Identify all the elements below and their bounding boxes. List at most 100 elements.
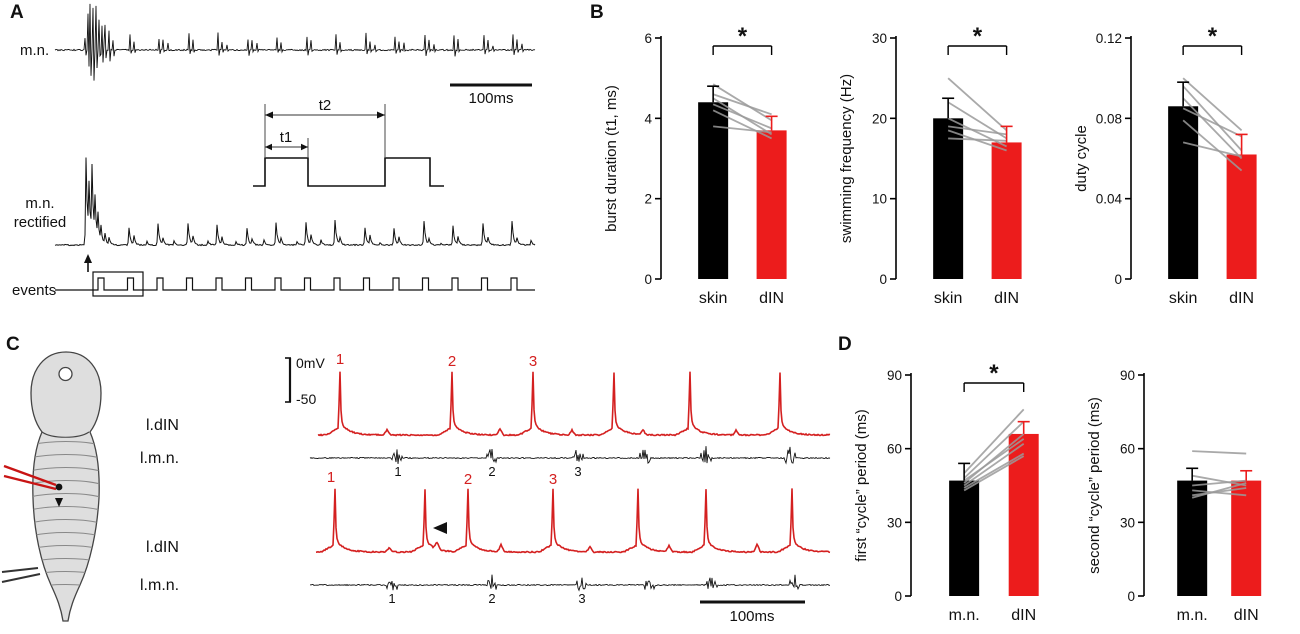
voltage-scale-minus50: -50 bbox=[296, 391, 316, 407]
bar-m.n. bbox=[949, 480, 980, 596]
paired-data-line bbox=[1182, 77, 1243, 132]
y-axis-label: first “cycle” period (ms) bbox=[853, 409, 870, 562]
chart-burst-duration: 0 2 4 6 burst duration (t1, ms) skin dIN * bbox=[603, 23, 787, 307]
tadpole-schematic bbox=[1, 351, 102, 622]
chart-swimming-frequency: 0 10 20 30 swimming frequency (Hz) skin dIN * bbox=[838, 23, 1022, 307]
burst-number: 3 bbox=[578, 591, 585, 606]
paired-data-line bbox=[712, 103, 772, 130]
paired-data-line bbox=[1182, 119, 1243, 172]
paired-data-line bbox=[1192, 487, 1247, 497]
paired-data-line bbox=[1192, 489, 1247, 497]
head-circle bbox=[58, 366, 73, 382]
spike-number: 1 bbox=[327, 469, 335, 486]
y-tick-label: 90 bbox=[887, 368, 902, 383]
ldin-label-1: l.dIN bbox=[146, 417, 179, 434]
din-electrode-icon bbox=[3, 464, 57, 487]
voltage-scale-0mv: 0mV bbox=[296, 355, 325, 371]
lmn-trace-2 bbox=[309, 574, 830, 592]
paired-data-line bbox=[1192, 450, 1247, 455]
paired-data-line bbox=[1182, 141, 1242, 158]
paired-data-line bbox=[1192, 474, 1247, 487]
paired-data-line bbox=[947, 117, 1007, 148]
paired-data-line bbox=[712, 83, 773, 122]
ldin-trace-2 bbox=[315, 488, 831, 554]
paired-data-line bbox=[1182, 97, 1243, 160]
panel-c-traces: 0mV -50 l.dIN l.m.n. l.dIN l.m.n. 1 2 3 … bbox=[1, 351, 831, 625]
y-tick-label: 0 bbox=[879, 272, 887, 287]
bar-skin bbox=[698, 102, 729, 280]
y-tick-label: 0.12 bbox=[1096, 31, 1122, 46]
rectified-label-line1: m.n. bbox=[25, 195, 54, 212]
bar-dIN bbox=[1226, 154, 1257, 279]
x-category-label: m.n. bbox=[949, 607, 980, 624]
paired-data-line bbox=[963, 455, 1025, 492]
chart-duty-cycle: 0 0.04 0.08 0.12 duty cycle skin dIN * bbox=[1073, 23, 1257, 307]
y-tick-label: 30 bbox=[887, 515, 902, 530]
y-tick-label: 60 bbox=[1120, 442, 1135, 457]
sig-asterisk: * bbox=[973, 23, 983, 50]
paired-data-line bbox=[963, 433, 1025, 484]
y-axis-label: burst duration (t1, ms) bbox=[603, 85, 620, 232]
recording-site-dot bbox=[55, 483, 63, 491]
paired-data-line bbox=[963, 443, 1025, 487]
down-arrowhead-icon bbox=[55, 498, 63, 507]
spike-number: 2 bbox=[448, 353, 456, 370]
lmn-label-2: l.m.n. bbox=[140, 577, 179, 594]
spike-number: 3 bbox=[529, 353, 537, 370]
sig-asterisk: * bbox=[989, 360, 999, 387]
y-tick-label: 60 bbox=[887, 442, 902, 457]
burst-number: 1 bbox=[394, 464, 401, 479]
burst-number: 2 bbox=[488, 464, 495, 479]
mn-raw-trace bbox=[54, 3, 536, 81]
x-category-label: skin bbox=[699, 290, 727, 307]
scalebar-a-label: 100ms bbox=[468, 90, 513, 107]
y-tick-label: 90 bbox=[1120, 368, 1135, 383]
y-tick-label: 2 bbox=[644, 192, 652, 207]
paired-data-line bbox=[963, 438, 1025, 482]
y-tick-label: 0 bbox=[644, 272, 652, 287]
events-trace bbox=[55, 277, 535, 291]
burst-number: 3 bbox=[574, 464, 581, 479]
paired-data-line bbox=[948, 137, 1007, 142]
paired-data-line bbox=[1182, 107, 1242, 138]
spike-number: 2 bbox=[464, 471, 472, 488]
timing-inset: t2 t1 bbox=[253, 97, 444, 187]
head-boundary bbox=[41, 431, 90, 438]
bar-skin bbox=[933, 118, 964, 279]
bar-dIN bbox=[1231, 480, 1262, 596]
y-tick-label: 10 bbox=[872, 192, 887, 207]
extra-spike-arrowhead-icon bbox=[433, 522, 447, 534]
bar-dIN bbox=[991, 142, 1022, 279]
y-axis-label: swimming frequency (Hz) bbox=[838, 74, 855, 243]
x-category-label: dIN bbox=[1011, 607, 1036, 624]
lmn-trace-1 bbox=[309, 446, 831, 465]
spike-number: 1 bbox=[336, 351, 344, 368]
paired-data-line bbox=[713, 125, 772, 134]
sig-asterisk: * bbox=[738, 23, 748, 50]
ldin-trace-1 bbox=[317, 371, 831, 437]
bar-dIN bbox=[756, 130, 787, 279]
burst-up-arrowhead bbox=[84, 254, 92, 263]
din-electrode-icon bbox=[3, 474, 57, 491]
paired-data-line bbox=[1191, 482, 1247, 499]
x-category-label: dIN bbox=[994, 290, 1019, 307]
y-tick-label: 0.08 bbox=[1096, 111, 1122, 126]
paired-data-line bbox=[1192, 479, 1247, 487]
panel-label-a: A bbox=[10, 2, 24, 23]
x-category-label: m.n. bbox=[1177, 607, 1208, 624]
panel-label-c: C bbox=[6, 334, 20, 355]
x-category-label: skin bbox=[934, 290, 962, 307]
ldin-label-2: l.dIN bbox=[146, 539, 179, 556]
paired-data-line bbox=[963, 452, 1025, 489]
mn-electrode-icon bbox=[1, 573, 41, 583]
panel-label-b: B bbox=[590, 2, 604, 23]
y-tick-label: 0 bbox=[1127, 589, 1135, 604]
y-tick-label: 0 bbox=[1114, 272, 1122, 287]
y-tick-label: 0.04 bbox=[1096, 192, 1123, 207]
sig-asterisk: * bbox=[1208, 23, 1218, 50]
y-tick-label: 6 bbox=[644, 31, 652, 46]
mn-rectified-trace bbox=[54, 157, 536, 247]
y-tick-label: 30 bbox=[1120, 515, 1135, 530]
events-label: events bbox=[12, 282, 56, 299]
y-tick-label: 20 bbox=[872, 111, 887, 126]
